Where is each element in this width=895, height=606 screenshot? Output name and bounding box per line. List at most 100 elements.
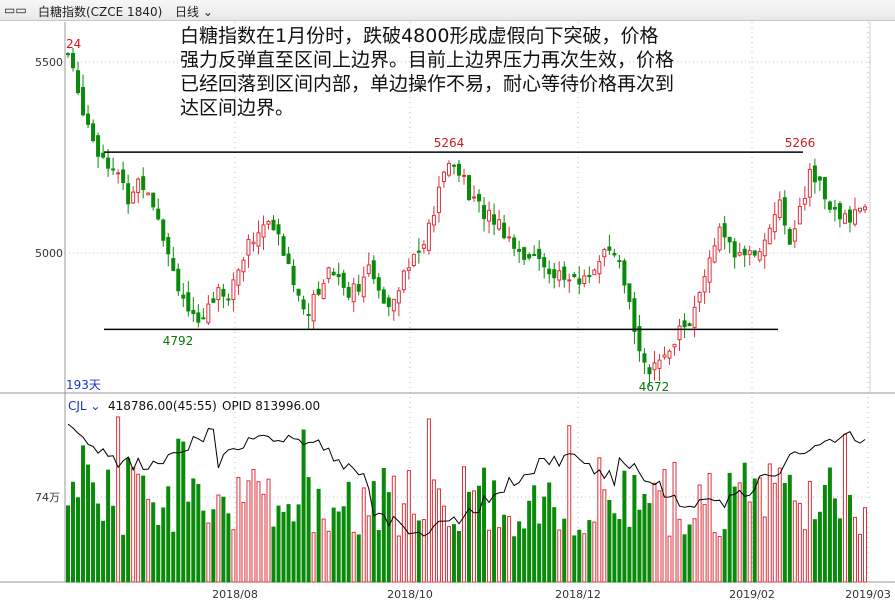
candle [71,47,76,72]
indicator-selector: CJL ⌄ [68,399,100,413]
volume-bar [587,520,592,583]
annotation-line: 已经回落到区间内部，单边操作不易，耐心等待价格再次到 [180,73,675,95]
candle [702,269,707,304]
candle [396,286,401,317]
volume-bar [456,531,461,583]
candle [863,204,867,214]
volume-bar [762,516,767,583]
candle [717,223,722,253]
volume-bar [426,418,431,583]
volume-bar [517,521,522,583]
candle [311,290,316,330]
volume-bar [376,530,381,583]
candle [597,255,602,284]
y-tick-label: 5500 [35,56,63,69]
volume-bar [582,533,587,583]
volume-bar [712,532,717,583]
candle [246,234,251,268]
volume-bar [652,482,657,583]
volume-bar [863,507,867,583]
volume-bar [461,466,466,583]
y-tick-label: 5000 [35,247,63,260]
volume-bar [66,505,70,583]
candle [507,226,512,243]
candle [306,303,311,329]
volume-bar [221,496,226,583]
volume-bar [111,505,116,583]
candle [822,177,827,210]
candle [411,253,416,268]
period-label: 日线 [175,5,200,19]
candle [497,209,502,231]
volume-bar [797,502,802,583]
candle [196,304,201,328]
analysis-annotation: 白糖指数在1月份时，跌破4800形成虚假向下突破，价格 强力反弹直至区间上边界。… [180,24,810,120]
candle [386,294,391,317]
candle [421,240,426,254]
candle [762,233,767,269]
volume-bar [707,473,712,583]
volume-bar [96,503,101,583]
volume-bar [331,507,336,583]
volume-bar [467,491,472,583]
volume-bar [321,518,326,583]
volume-bar [622,470,627,583]
volume-bar [276,505,281,583]
volume-bar [326,530,331,583]
x-tick-label: 2018/10 [387,588,433,601]
title-bar: ▭▭ 白糖指数(CZCE 1840) 日线 ⌄ [0,0,895,21]
window-layout-icon[interactable]: ▭▭ [4,3,27,17]
candle [256,220,261,255]
candle [211,291,216,303]
candle [271,215,276,231]
volume-bar [301,429,306,583]
volume-bar [542,496,547,583]
candle [682,313,687,339]
candle [622,258,627,294]
volume-bar [672,461,677,583]
x-tick-label: 2019/02 [729,588,775,601]
candle [381,286,386,304]
candle [296,288,301,302]
volume-bar [351,531,356,583]
volume-bar [241,502,246,583]
candle [156,198,161,221]
volume-bar [657,490,662,583]
candle [391,298,396,321]
volume-bar [146,498,151,583]
candle [612,248,617,258]
period-selector[interactable]: 日线 ⌄ [175,3,213,20]
candle [832,199,837,222]
volume-bar [246,480,251,583]
candle [757,247,762,263]
volume-bar [211,509,216,583]
candle [431,206,436,233]
candle [116,169,121,184]
candle [356,274,361,296]
volume-readout: 418786.00(45:55) [108,399,217,413]
volume-bar [156,524,161,583]
candle [436,175,441,223]
candle [171,246,176,272]
candle [101,144,106,159]
volume-bar [366,515,371,583]
candle [607,234,612,255]
volume-bar [421,519,426,583]
candle [847,205,852,233]
symbol-title[interactable]: 白糖指数(CZCE 1840) [38,5,163,19]
candle [807,163,812,207]
volume-bar [572,535,577,583]
volume-bar [266,478,271,583]
candle [426,218,431,255]
volume-bar [176,438,181,583]
volume-bar [356,534,361,583]
candle [802,186,807,211]
volume-bar [371,481,376,583]
candle [281,233,286,257]
candle [737,242,742,257]
volume-bar [361,487,366,583]
candle [371,255,376,284]
volume-bar [482,467,487,583]
volume-bar [772,482,777,583]
